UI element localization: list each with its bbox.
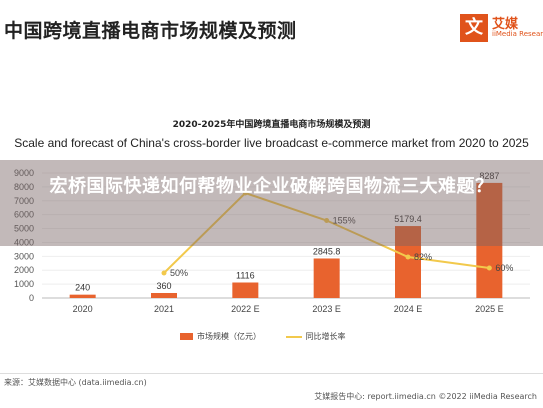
overlay-headline[interactable]: 宏桥国际快递如何帮物业企业破解跨国物流三大难题？ [49, 176, 494, 197]
legend-bar-label: 市场规模（亿元） [197, 332, 261, 341]
x-tick-label: 2025 E [475, 304, 504, 314]
growth-point [161, 270, 167, 276]
y-tick-label: 8000 [14, 182, 34, 192]
brand-subtitle: iiMedia Research [492, 30, 543, 38]
bar-value-label: 360 [156, 281, 171, 291]
source-left: 来源：艾媒数据中心 (data.iimedia.cn) [4, 378, 147, 387]
growth-value-label: 155% [333, 216, 356, 226]
y-tick-label: 9000 [14, 168, 34, 178]
brand-logo: 文 艾媒 iiMedia Research [460, 12, 543, 52]
legend-bar-swatch [180, 333, 193, 340]
y-tick-label: 6000 [14, 210, 34, 220]
growth-point [486, 265, 492, 271]
bar [313, 258, 340, 298]
growth-point [405, 254, 411, 260]
x-tick-label: 2023 E [312, 304, 341, 314]
x-tick-label: 2021 [154, 304, 174, 314]
chart-legend: 市场规模（亿元） 同比增长率 [180, 331, 346, 342]
source-right: 艾媒报告中心: report.iimedia.cn ©2022 iiMedia … [314, 392, 537, 401]
bar [395, 226, 421, 298]
brand-name: 艾媒 [492, 17, 519, 32]
y-tick-label: 7000 [14, 196, 34, 206]
bar-value-label: 8287 [479, 171, 499, 181]
y-tick-label: 0 [29, 293, 34, 303]
y-tick-label: 4000 [14, 237, 34, 247]
x-tick-label: 2020 [73, 304, 93, 314]
growth-point [324, 218, 330, 223]
growth-point [242, 190, 248, 196]
bar [69, 294, 96, 298]
article-overlay[interactable]: 宏桥国际快递如何帮物业企业破解跨国物流三大难题？ [0, 160, 543, 246]
legend-line-label: 同比增长率 [305, 332, 346, 341]
brand-mark: 文 [460, 14, 488, 42]
bar-value-label: 5179.4 [394, 214, 422, 224]
growth-value-label: 50% [170, 268, 188, 278]
x-tick-label: 2022 E [231, 304, 260, 314]
page-title: 中国跨境直播电商市场规模及预测 [4, 20, 297, 42]
chart-title: 2020-2025年中国跨境直播电商市场规模及预测 [172, 120, 371, 130]
x-tick-label: 2024 E [394, 304, 423, 314]
market-chart: 0 1000 2000 3000 4000 5000 6000 7000 8000 9000 240… [14, 168, 530, 314]
legend-line-swatch [285, 335, 302, 338]
chart-subtitle: Scale and forecast of China's cross-bord… [14, 136, 529, 150]
y-tick-label: 5000 [14, 224, 34, 234]
y-tick-label: 1000 [14, 279, 34, 289]
y-tick-label: 2000 [14, 265, 34, 275]
bar [232, 282, 259, 298]
y-tick-label: 3000 [14, 251, 34, 261]
bar-value-label: 2845.8 [313, 246, 341, 256]
bar-value-label: 240 [75, 283, 90, 293]
bar [151, 293, 177, 298]
bar [476, 182, 503, 298]
bar-value-label: 1116 [236, 271, 255, 281]
growth-value-label: 82% [414, 252, 432, 262]
footer-divider [0, 373, 543, 374]
growth-value-label: 60% [495, 263, 513, 273]
